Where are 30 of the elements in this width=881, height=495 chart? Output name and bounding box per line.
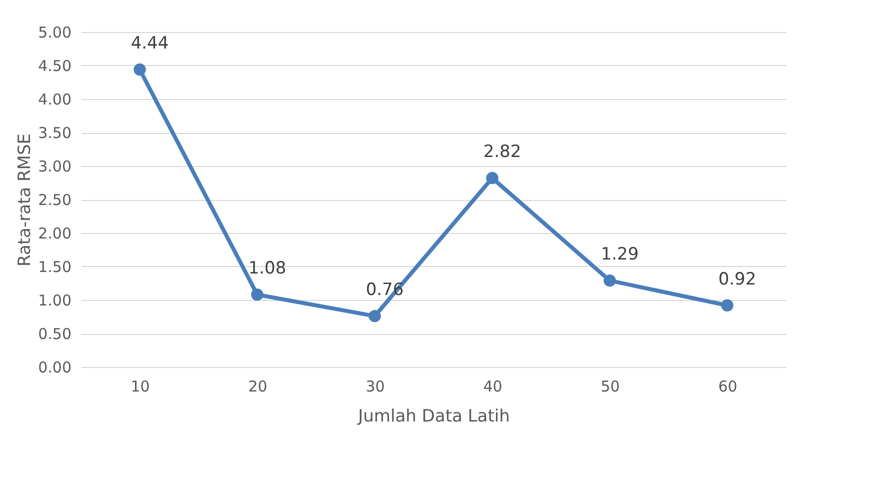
point [368,310,381,322]
y-tick-label: 1.00 [38,292,72,310]
data-label: 1.08 [248,258,286,279]
y-tick-label: 5.00 [38,24,72,42]
x-tick-label: 50 [600,378,620,396]
y-tick-label: 2.00 [38,224,72,242]
x-tick-label: 30 [366,378,385,396]
data-label: 2.82 [483,142,522,162]
data-label: 1.29 [600,244,639,265]
y-tick-label: 4.00 [38,90,72,108]
x-tick-label: 60 [718,378,738,396]
data-label: 4.44 [130,34,169,54]
y-tick-label: 2.50 [38,191,72,209]
x-axis-title: Jumlah Data Latih [357,406,510,426]
y-tick-label: 4.50 [38,57,72,75]
x-tick-label: 40 [483,378,502,396]
point [486,172,498,184]
y-tick-label: 1.50 [38,258,72,276]
point [134,63,146,76]
point [721,299,734,312]
x-tick-label: 10 [130,378,150,396]
data-label: 0.92 [718,269,756,290]
point [251,288,264,301]
point [604,274,616,287]
y-tick-label: 0.50 [38,325,72,343]
y-tick-label: 3.50 [38,124,72,142]
y-tick-label: 3.00 [38,158,72,176]
y-axis-title: Rata-rata RMSE [15,134,36,266]
y-tick-label: 0.00 [38,358,72,376]
x-tick-label: 20 [248,378,268,396]
